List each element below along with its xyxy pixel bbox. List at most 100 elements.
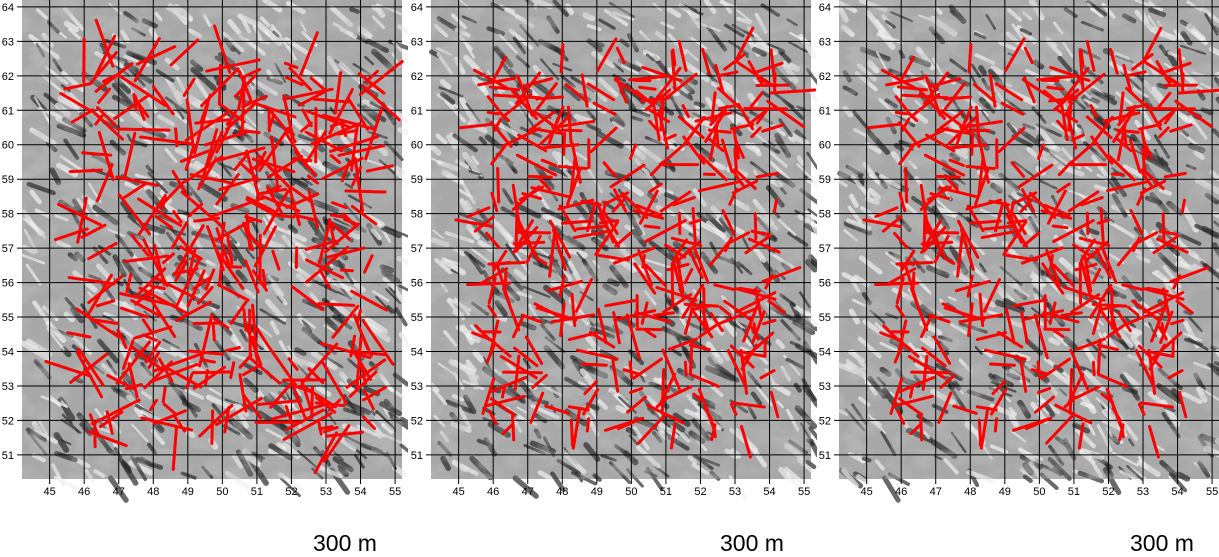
x-tick-label: 48 [556,486,568,498]
flow-vector [319,304,354,306]
flow-vector [213,325,214,340]
y-tick-label: 63 [2,36,14,48]
flow-vector [488,112,498,113]
y-tick-label: 61 [411,105,423,117]
y-tick-label: 51 [2,450,14,462]
y-tick-label: 60 [2,140,14,152]
flow-vector [645,226,659,228]
y-tick-label: 62 [411,71,423,83]
y-tick-label: 64 [819,2,831,14]
flow-vector [312,387,313,418]
flow-vector [537,97,563,99]
x-tick-label: 52 [285,486,297,498]
y-tick-label: 51 [411,450,423,462]
x-tick-label: 54 [354,486,366,498]
flow-vector [755,214,756,239]
flow-vector [912,372,950,373]
flow-vector [967,166,994,168]
flow-vector [204,360,215,362]
flow-vector [561,45,563,72]
x-tick-label: 45 [453,486,465,498]
y-tick-label: 54 [2,346,14,358]
y-tick-label: 57 [411,243,423,255]
x-tick-label: 47 [522,486,534,498]
flow-vector [193,372,229,373]
flow-vector [690,340,692,373]
flow-vector [163,388,165,402]
flow-vector [118,129,169,130]
flow-vector [571,420,572,445]
flow-vector [897,262,932,264]
scale-label: 300 m [1130,530,1194,557]
x-tick-label: 52 [694,486,706,498]
flow-vector [206,370,208,384]
x-tick-label: 48 [964,486,976,498]
y-tick-label: 54 [411,346,423,358]
x-tick-label: 53 [729,486,741,498]
flow-vector [685,362,686,374]
x-tick-label: 53 [320,486,332,498]
x-tick-label: 53 [1137,486,1149,498]
y-tick-label: 55 [411,312,423,324]
flow-vector [1069,108,1071,130]
flow-vector [564,133,565,154]
flow-vector [583,364,607,365]
flow-vector [1182,200,1184,212]
flow-vector [637,329,661,330]
flow-vector [498,168,499,201]
x-tick-label: 51 [1068,486,1080,498]
y-tick-label: 53 [411,381,423,393]
flow-vector [906,168,907,201]
flow-vector [559,166,586,168]
x-tick-label: 50 [625,486,637,498]
flow-vector [1053,226,1067,228]
flow-vector [263,270,265,285]
y-tick-label: 61 [819,105,831,117]
flow-vector [331,215,343,217]
y-tick-label: 53 [819,381,831,393]
flow-vector [661,108,663,130]
y-tick-label: 59 [411,174,423,186]
flow-vector [219,65,220,104]
y-tick-label: 62 [819,71,831,83]
y-tick-label: 52 [411,415,423,427]
x-tick-label: 51 [660,486,672,498]
x-tick-label: 45 [44,486,56,498]
y-tick-label: 64 [2,2,14,14]
flow-vector [979,420,980,445]
x-tick-label: 55 [798,486,810,498]
flow-vector [640,87,655,89]
flow-vector [489,262,524,264]
flow-vector [945,97,971,99]
flow-vector [1093,304,1126,306]
y-tick-label: 52 [819,415,831,427]
flow-vector [630,362,632,377]
flow-vector [512,414,513,440]
y-tick-label: 53 [2,381,14,393]
y-tick-label: 56 [2,278,14,290]
y-tick-label: 62 [2,71,14,83]
x-tick-label: 52 [1102,486,1114,498]
y-tick-label: 52 [2,415,14,427]
flow-vector [346,191,385,192]
flow-vector [991,364,1015,365]
flow-vector [1098,340,1100,373]
y-tick-label: 63 [411,36,423,48]
flow-vector [685,304,718,306]
y-tick-label: 58 [819,209,831,221]
y-tick-label: 56 [411,278,423,290]
y-tick-label: 57 [2,243,14,255]
y-tick-label: 59 [819,174,831,186]
flow-vector [643,255,644,267]
flow-vector [1163,214,1164,239]
x-tick-label: 49 [591,486,603,498]
flow-vector [1070,370,1071,414]
flow-vector [1045,329,1069,330]
flow-vector [920,414,921,440]
y-tick-label: 60 [411,140,423,152]
